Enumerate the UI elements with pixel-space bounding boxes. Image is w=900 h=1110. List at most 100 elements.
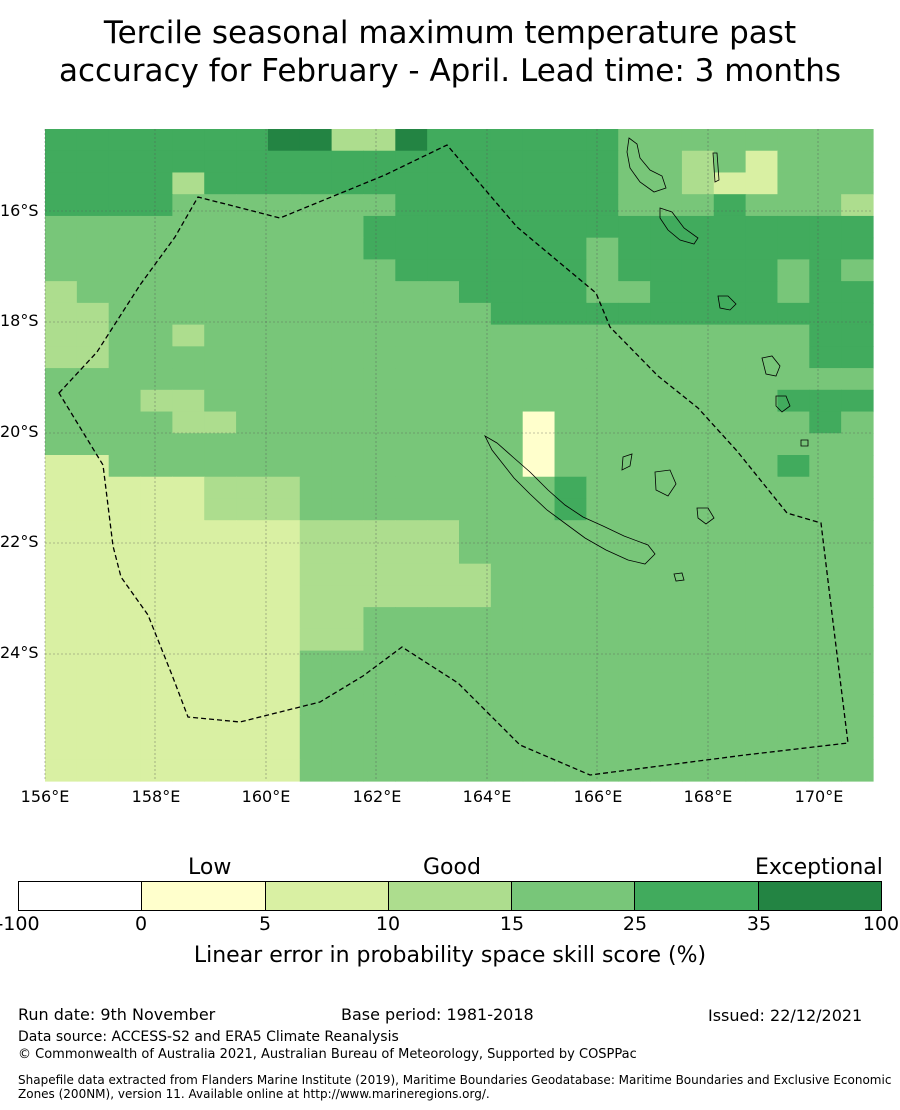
grid-cell	[331, 346, 365, 369]
grid-cell	[331, 194, 365, 217]
grid-cell	[427, 237, 460, 260]
grid-cell	[204, 129, 237, 152]
grid-cell	[586, 650, 619, 673]
grid-cell	[45, 520, 78, 543]
grid-cell	[236, 237, 269, 260]
grid-cell	[809, 302, 842, 326]
grid-cell	[236, 215, 269, 239]
grid-cell	[267, 672, 301, 695]
grid-cell	[331, 259, 365, 282]
grid-cell	[522, 498, 556, 521]
grid-cell	[331, 150, 365, 174]
lon-label-170e: 170°E	[794, 787, 844, 806]
grid-cell	[363, 389, 396, 413]
grid-cell	[331, 672, 365, 695]
grid-cell	[108, 389, 142, 413]
grid-cell	[490, 520, 524, 543]
grid-cell	[586, 411, 619, 434]
grid-cell	[618, 541, 651, 565]
grid-cell	[108, 368, 142, 391]
grid-cell	[459, 368, 492, 391]
grid-cell	[554, 563, 587, 586]
grid-cell	[363, 737, 396, 760]
grid-cell	[713, 129, 747, 152]
grid-cell	[713, 150, 747, 174]
grid-cell	[45, 694, 78, 717]
grid-cell	[554, 281, 587, 304]
grid-cell	[618, 585, 651, 608]
grid-cell	[809, 346, 842, 369]
grid-cell	[45, 368, 78, 391]
grid-cell	[459, 346, 492, 369]
grid-cell	[267, 520, 301, 543]
grid-cell	[108, 650, 142, 673]
grid-cell	[745, 368, 779, 391]
grid-cell	[522, 281, 556, 304]
grid-cell	[554, 324, 587, 347]
grid-cell	[45, 498, 78, 521]
grid-cell	[236, 628, 269, 652]
grid-cell	[777, 302, 810, 326]
grid-cell	[140, 498, 173, 521]
grid-cell	[236, 759, 269, 782]
grid-cell	[331, 585, 365, 608]
grid-cell	[554, 585, 587, 608]
grid-cell	[618, 237, 651, 260]
grid-cell	[331, 476, 365, 500]
grid-cell	[236, 302, 269, 326]
grid-cell	[363, 172, 396, 195]
grid-cell	[459, 737, 492, 760]
grid-cell	[809, 476, 842, 500]
grid-cell	[459, 715, 492, 739]
grid-cell	[618, 346, 651, 369]
map-area: 16°S 18°S 20°S 22°S 24°S 156°E 158°E 160…	[0, 120, 900, 820]
grid-cell	[522, 607, 556, 630]
grid-cell	[108, 628, 142, 652]
grid-cell	[681, 759, 715, 782]
grid-cell	[427, 129, 460, 152]
grid-cell	[745, 563, 779, 586]
grid-cell	[427, 759, 460, 782]
grid-cell	[745, 520, 779, 543]
grid-cell	[267, 237, 301, 260]
grid-cell	[522, 259, 556, 282]
lat-label-18s: 18°S	[0, 311, 39, 330]
grid-cell	[809, 389, 842, 413]
grid-cell	[172, 715, 205, 739]
grid-cell	[108, 237, 142, 260]
grid-cell	[108, 455, 142, 478]
grid-cell	[713, 628, 747, 652]
grid-cell	[395, 172, 428, 195]
grid-cell	[108, 194, 142, 217]
grid-cell	[650, 563, 683, 586]
grid-cell	[490, 585, 524, 608]
grid-cell	[459, 520, 492, 543]
grid-cell	[650, 281, 683, 304]
grid-cell	[427, 694, 460, 717]
grid-cell	[76, 737, 110, 760]
grid-cell	[745, 324, 779, 347]
grid-cell	[777, 672, 810, 695]
grid-cell	[713, 411, 747, 434]
grid-cell	[777, 129, 810, 152]
grid-cell	[363, 563, 396, 586]
grid-cell	[681, 129, 715, 152]
grid-cell	[363, 607, 396, 630]
grid-cell	[490, 411, 524, 434]
run-date: Run date: 9th November	[18, 1005, 216, 1024]
grid-cell	[236, 563, 269, 586]
grid-cell	[108, 215, 142, 239]
grid-cell	[554, 259, 587, 282]
colorbar-segment-6	[635, 882, 759, 910]
grid-cell	[427, 563, 460, 586]
grid-cell	[713, 585, 747, 608]
grid-cell	[427, 433, 460, 456]
grid-cell	[76, 281, 110, 304]
copyright: © Commonwealth of Australia 2021, Austra…	[18, 1047, 637, 1062]
grid-cell	[713, 455, 747, 478]
grid-cell	[809, 563, 842, 586]
grid-cell	[331, 737, 365, 760]
grid-cell	[586, 498, 619, 521]
skill-grid	[45, 129, 874, 782]
grid-cell	[140, 346, 173, 369]
